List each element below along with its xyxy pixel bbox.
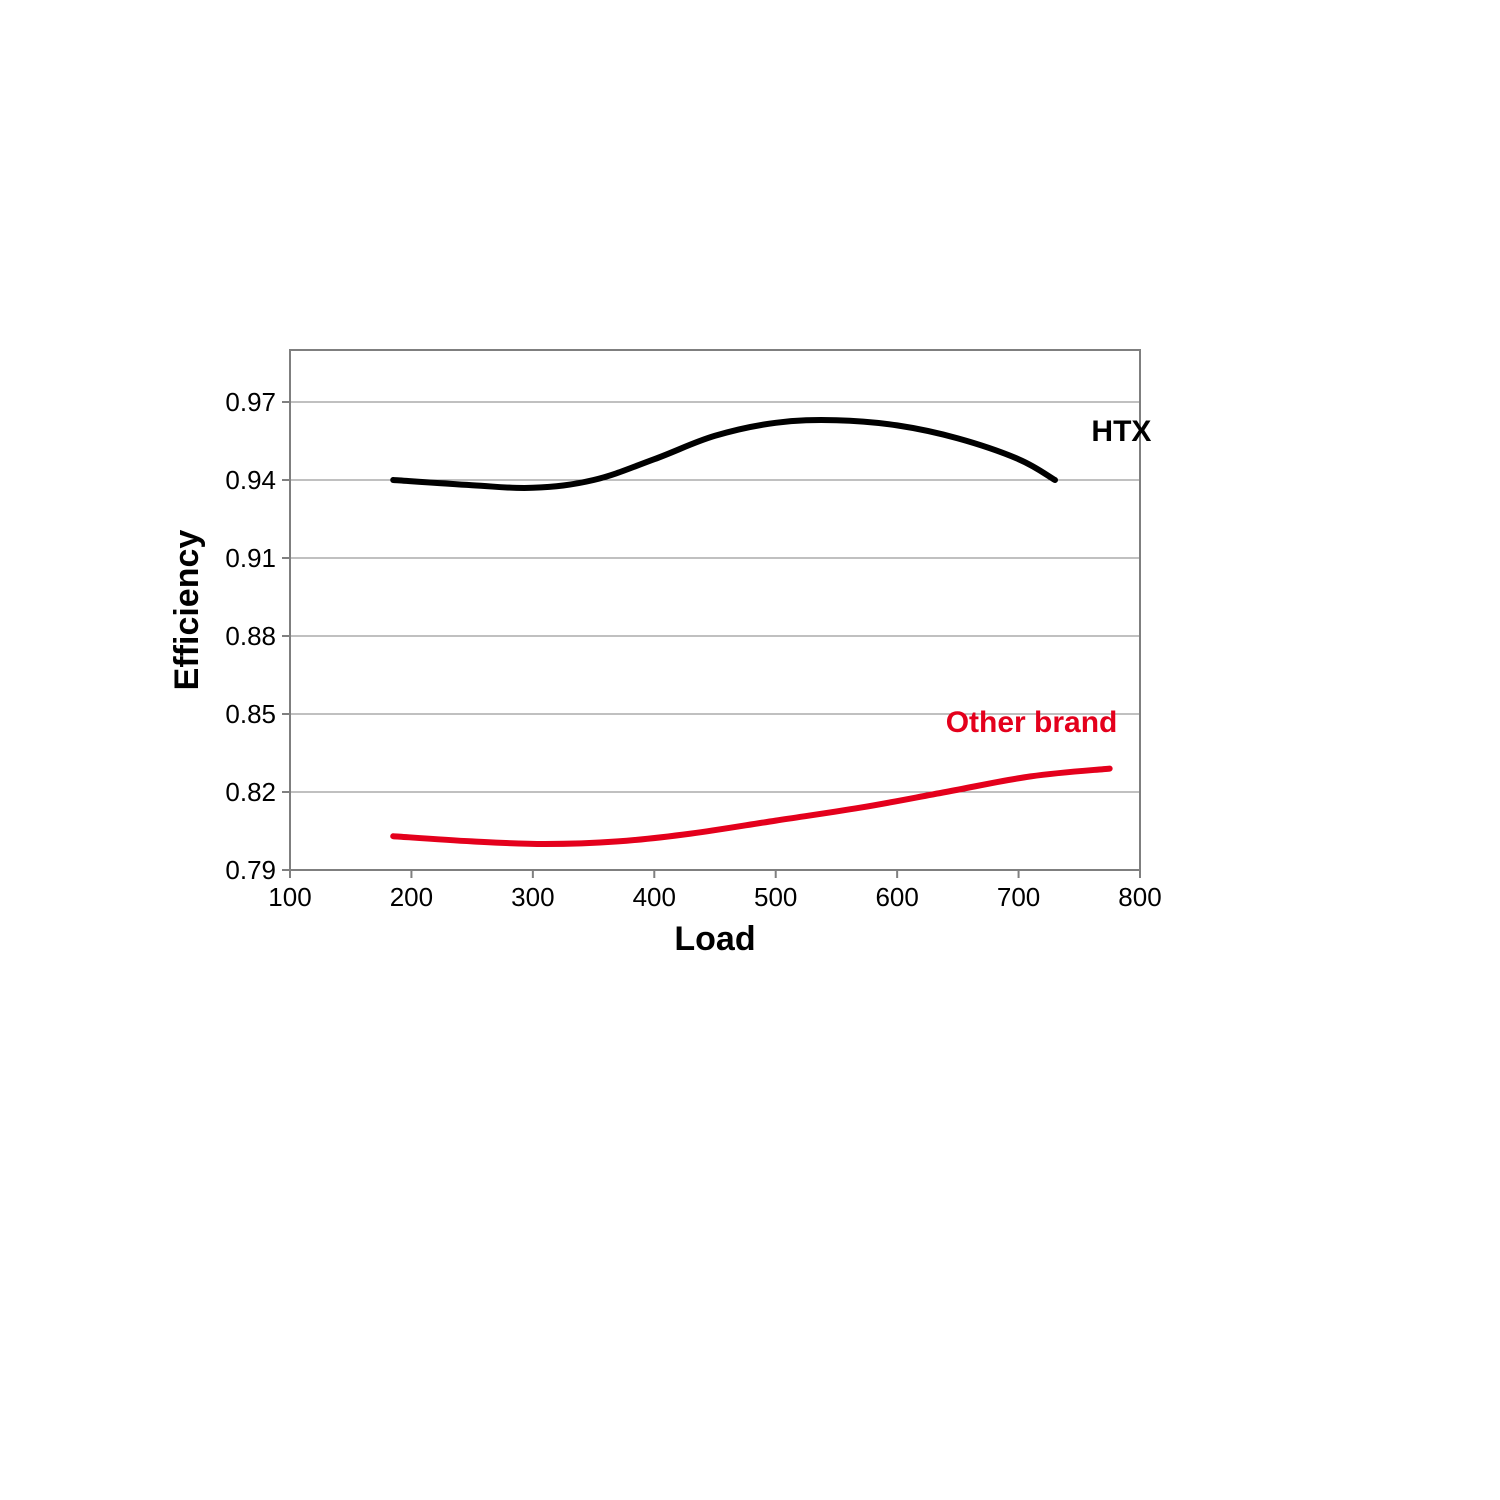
svg-text:Load: Load: [674, 920, 755, 958]
svg-text:0.94: 0.94: [225, 465, 276, 495]
svg-text:200: 200: [390, 882, 433, 912]
svg-text:0.97: 0.97: [225, 387, 276, 417]
svg-text:0.91: 0.91: [225, 543, 276, 573]
chart-svg: 100 200 300 400 500 600 700 800 0.79 0.82 0.85 0.88…: [170, 340, 1190, 980]
svg-text:100: 100: [268, 882, 311, 912]
svg-text:0.82: 0.82: [225, 777, 276, 807]
efficiency-chart: 100 200 300 400 500 600 700 800 0.79 0.82 0.85 0.88…: [170, 340, 1190, 980]
svg-text:0.88: 0.88: [225, 621, 276, 651]
svg-text:Efficiency: Efficiency: [170, 530, 206, 691]
svg-text:600: 600: [875, 882, 918, 912]
svg-text:0.79: 0.79: [225, 855, 276, 885]
svg-text:0.85: 0.85: [225, 699, 276, 729]
svg-text:500: 500: [754, 882, 797, 912]
svg-text:400: 400: [633, 882, 676, 912]
svg-text:800: 800: [1118, 882, 1161, 912]
svg-text:300: 300: [511, 882, 554, 912]
svg-text:700: 700: [997, 882, 1040, 912]
series-label-htx: HTX: [1091, 415, 1151, 448]
series-label-other-brand: Other brand: [946, 706, 1118, 739]
